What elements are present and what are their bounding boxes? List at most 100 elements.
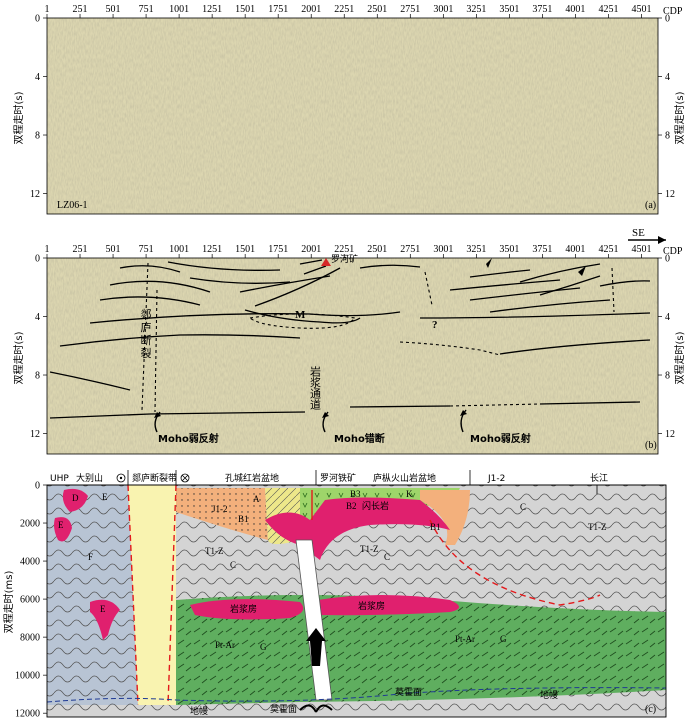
unit-g-left: G [260, 642, 267, 652]
cdp-tick-label: 4001 [565, 4, 585, 15]
fault-label-char: 郯 [141, 307, 152, 321]
cdp-tick-label: 2751 [400, 4, 420, 15]
time-tick-label: 4 [35, 72, 40, 83]
moho-arrowhead-mid-icon [322, 412, 329, 418]
cdp-tick-label: 1001 [169, 244, 189, 255]
cdp-tick-label: 3001 [433, 4, 453, 15]
cdp-tick-label: 2751 [400, 244, 420, 255]
ms-tick-label: 4000 [20, 557, 40, 568]
unit-b1-left: B1 [238, 514, 249, 524]
fault-lines [127, 484, 601, 706]
panel-a-tag: (a) [645, 200, 656, 211]
fault-right-thrust [429, 519, 601, 606]
reflector [469, 269, 531, 278]
unit-b2: B2 [346, 501, 357, 511]
reflector-arrow [486, 258, 492, 268]
panel-a-line-id: LZ06-1 [57, 200, 88, 211]
unit-e-lower: E [100, 604, 106, 614]
panel-c-time-ticks: 0 2000 4000 6000 8000 10000 12000 [15, 481, 47, 720]
reflector [449, 279, 561, 291]
cdp-tick-label: 3251 [466, 244, 486, 255]
cdp-tick-label: 2251 [334, 4, 354, 15]
cdp-tick-label: 1501 [235, 4, 255, 15]
ms-tick-label: 12000 [15, 709, 40, 720]
panel-a-cdp-ticks: 1 251 501 751 1001 1251 1501 1751 2001 2251 2501 27… [45, 4, 651, 18]
cdp-tick-label: 2501 [367, 244, 387, 255]
cdp-tick-label: 4501 [631, 4, 651, 15]
dabie-block-pattern [47, 485, 138, 705]
panel-b-tag: (b) [645, 440, 657, 451]
time-tick-label: 12 [30, 429, 40, 440]
fault-label: 郯庐断裂 [141, 307, 152, 360]
reflector [49, 371, 131, 391]
cdp-tick-label: 3501 [499, 244, 519, 255]
panel-a-cdp-label: CDP [663, 6, 683, 17]
cdp-tick-label: 4501 [631, 244, 651, 255]
panel-a-time-ticks: 0 0 4 4 8 8 12 12 [30, 14, 675, 201]
cdp-tick-label: 2001 [301, 4, 321, 15]
unit-b1-right: B1 [430, 522, 441, 532]
time-tick-label: 12 [665, 189, 675, 200]
reflector [519, 263, 601, 283]
panel-b: 1 251 501 751 1001 1251 1501 1751 2001 2251 2501 27… [13, 227, 686, 455]
moho-weak-left: Moho弱反射 [158, 432, 219, 445]
panel-b-cdp-label: CDP [663, 246, 683, 257]
moho-line-far-right [539, 401, 641, 405]
j12-top-label: J1-2 [487, 474, 505, 484]
cdp-tick-label: 1 [45, 244, 50, 255]
cdp-tick-label: 3001 [433, 244, 453, 255]
cdp-tick-label: 501 [106, 244, 121, 255]
unit-d: D [72, 493, 79, 503]
panel-a: 1 251 501 751 1001 1251 1501 1751 2001 2251 2501 27… [13, 4, 686, 215]
fault-tanlu-left [127, 484, 139, 706]
unit-tz-mid: T1-Z [360, 544, 379, 554]
top-label-dividers [127, 470, 471, 485]
question-label: ? [432, 319, 438, 331]
lower-crust-pattern [176, 595, 666, 705]
unit-c-mid: C [384, 552, 390, 562]
reflector [119, 265, 181, 273]
cdp-tick-label: 1751 [268, 4, 288, 15]
panel-c-y-label: 双程走时(ms) [3, 571, 15, 634]
mantle-upwelling-arrows-icon [299, 704, 333, 713]
diorite-label: 闪长岩 [362, 500, 389, 512]
moho-label-left: 莫霍面 [270, 703, 297, 715]
conduit-arrow-icon [306, 628, 326, 666]
panel-a-seismic-texture [47, 18, 658, 214]
reflector [189, 277, 291, 284]
out-of-plane-dot-icon [119, 476, 123, 480]
unit-j12: J1-2 [212, 504, 228, 514]
reflector [599, 280, 651, 287]
cdp-tick-label: 501 [106, 4, 121, 15]
unit-k: K [406, 489, 413, 499]
intrusion-d [62, 488, 88, 512]
unit-labels: D E E F E A J1-2 B1 B3 B2 K B1 T1-Z T1-Z… [58, 489, 607, 652]
cdp-tick-label: 3501 [499, 4, 519, 15]
top-region-labels: UHP 大别山 郯庐断裂带 孔城红岩盆地 罗河铁矿 庐枞火山岩盆地 J1-2 长… [50, 472, 608, 484]
into-plane-icon [180, 473, 190, 483]
mine-marker-icon [321, 258, 331, 266]
unit-g-right: G [500, 634, 507, 644]
time-tick-label: 4 [665, 72, 670, 83]
moho-line-left [49, 411, 306, 419]
mine-label: 罗河矿 [331, 253, 358, 265]
moho-arrowhead-left-icon [154, 412, 161, 418]
cdp-tick-label: 2251 [334, 244, 354, 255]
reflector [99, 296, 201, 306]
panel-a-y-label-right: 双程走时(s) [674, 91, 686, 144]
magma-chamber-left-label: 岩浆房 [230, 603, 257, 615]
fault-dashed-left [141, 262, 149, 411]
mantle-label-left: 地幔 [190, 705, 208, 717]
ms-tick-label: 10000 [15, 671, 40, 682]
unit-ptar-left: Pt-Ar [215, 640, 235, 650]
cdp-tick-label: 1251 [202, 244, 222, 255]
panel-c: 0 2000 4000 6000 8000 10000 12000 双程走时(ms) UHP… [3, 470, 667, 720]
luohe-label: 罗河铁矿 [320, 472, 356, 484]
cdp-tick-label: 4001 [565, 244, 585, 255]
fault-label-char: 断 [141, 333, 152, 347]
ms-tick-label: 0 [35, 481, 40, 492]
time-tick-label: 0 [665, 254, 670, 265]
m-label: M [295, 309, 306, 321]
unit-tz-left: T1-Z [205, 546, 224, 556]
